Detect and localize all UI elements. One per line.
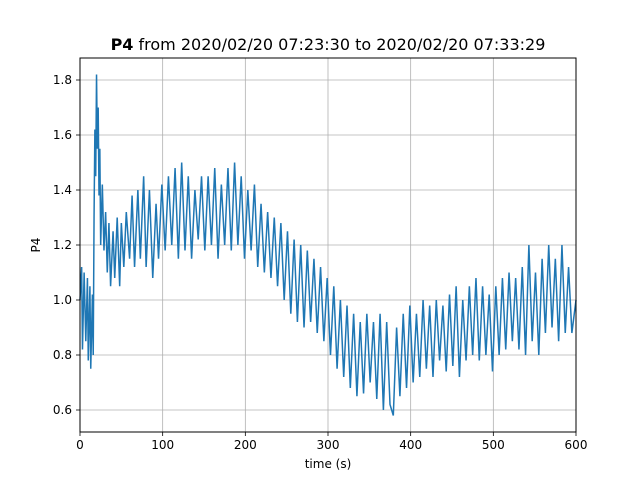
x-tick-label: 600 [565, 438, 588, 452]
y-tick-label: 1.0 [53, 293, 72, 307]
y-tick-label: 0.8 [53, 348, 72, 362]
x-tick-label: 300 [317, 438, 340, 452]
y-tick-label: 1.2 [53, 238, 72, 252]
x-axis-label: time (s) [305, 457, 352, 471]
y-axis-label: P4 [29, 238, 43, 253]
y-axis-ticks: 0.6 0.8 1.0 1.2 1.4 1.6 1.8 [53, 73, 80, 417]
chart-title-bold: P4 [111, 35, 134, 54]
x-axis-ticks: 0 100 200 300 400 500 600 [76, 432, 587, 452]
x-tick-label: 500 [482, 438, 505, 452]
x-tick-label: 400 [399, 438, 422, 452]
x-tick-label: 200 [234, 438, 257, 452]
x-tick-label: 100 [151, 438, 174, 452]
chart-title: P4 from 2020/02/20 07:23:30 to 2020/02/2… [111, 35, 546, 54]
chart-title-rest: from 2020/02/20 07:23:30 to 2020/02/20 0… [133, 35, 545, 54]
series-group [79, 74, 577, 416]
series-line [79, 74, 577, 416]
y-tick-label: 0.6 [53, 403, 72, 417]
y-tick-label: 1.8 [53, 73, 72, 87]
y-tick-label: 1.6 [53, 128, 72, 142]
plot-area [79, 57, 577, 433]
y-tick-label: 1.4 [53, 183, 72, 197]
x-tick-label: 0 [76, 438, 84, 452]
